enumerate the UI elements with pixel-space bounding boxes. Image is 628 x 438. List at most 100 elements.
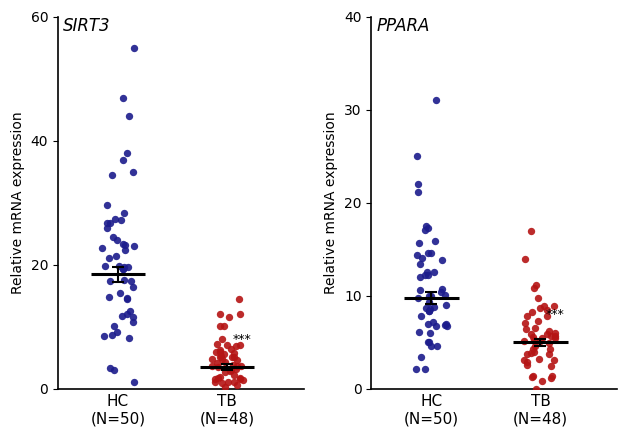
Point	[235, 375, 245, 382]
Point	[232, 362, 242, 369]
Point	[425, 307, 435, 314]
Point	[229, 353, 239, 360]
Point	[425, 298, 435, 305]
Point	[129, 378, 139, 385]
Point	[522, 350, 532, 357]
Point	[528, 373, 538, 380]
Point	[220, 358, 230, 365]
Point	[521, 320, 531, 327]
Point	[215, 353, 225, 360]
Point	[128, 284, 138, 291]
Point	[212, 341, 222, 348]
Point	[222, 341, 232, 348]
Point	[413, 294, 423, 301]
Point	[112, 237, 122, 244]
Point	[225, 367, 236, 374]
Point	[217, 379, 227, 386]
Point	[542, 312, 552, 319]
Point	[119, 210, 129, 217]
Point	[119, 276, 129, 283]
Point	[97, 245, 107, 252]
Point	[526, 227, 536, 234]
Point	[122, 296, 133, 303]
Point	[431, 97, 441, 104]
Point	[122, 150, 132, 157]
Point	[213, 364, 223, 371]
Point	[110, 216, 120, 223]
Point	[413, 188, 423, 195]
Point	[414, 329, 425, 336]
Point	[228, 361, 238, 368]
Point	[207, 363, 217, 370]
Point	[236, 342, 246, 349]
Point	[129, 242, 139, 249]
Point	[215, 349, 225, 356]
Point	[99, 332, 109, 339]
Point	[544, 328, 555, 335]
Point	[420, 272, 430, 279]
Point	[436, 288, 447, 295]
Point	[440, 291, 450, 298]
Point	[416, 313, 426, 320]
Point	[215, 374, 225, 381]
Point	[415, 261, 425, 268]
Point	[122, 311, 133, 318]
Point	[521, 326, 531, 333]
Point	[550, 335, 560, 342]
Point	[213, 374, 223, 381]
Point	[102, 201, 112, 208]
Point	[536, 378, 546, 385]
Point	[111, 252, 121, 259]
Point	[546, 374, 556, 381]
Point	[235, 374, 245, 381]
Point	[425, 329, 435, 336]
Point	[229, 378, 239, 385]
Point	[541, 307, 551, 314]
Point	[222, 378, 232, 385]
Point	[112, 328, 122, 335]
Point	[236, 363, 246, 370]
Point	[414, 273, 425, 280]
Point	[207, 356, 217, 363]
Point	[544, 350, 554, 357]
Point	[109, 322, 119, 329]
Point	[124, 335, 134, 342]
Point	[431, 322, 441, 329]
Point	[549, 303, 559, 310]
Point	[442, 322, 452, 329]
Point	[440, 322, 450, 329]
Point	[547, 372, 557, 379]
Point	[128, 319, 138, 326]
Point	[433, 343, 443, 350]
Point	[215, 322, 225, 329]
Point	[430, 238, 440, 245]
Point	[234, 296, 244, 303]
Point	[216, 352, 226, 359]
Point	[436, 256, 447, 263]
Point	[416, 353, 426, 360]
Point	[118, 265, 128, 272]
Point	[413, 251, 423, 258]
Point	[522, 313, 532, 320]
Point	[215, 310, 225, 317]
Point	[227, 354, 237, 361]
Point	[118, 241, 128, 248]
Point	[217, 336, 227, 343]
Point	[128, 313, 138, 320]
Point	[106, 278, 116, 285]
Point	[116, 216, 126, 223]
Point	[423, 339, 433, 346]
Point	[535, 304, 545, 311]
Point	[225, 368, 235, 375]
Point	[100, 262, 110, 269]
Point	[533, 318, 543, 325]
Point	[122, 264, 133, 271]
Point	[548, 357, 558, 364]
Point	[544, 339, 555, 346]
Point	[411, 366, 421, 373]
Point	[102, 225, 112, 232]
Point	[219, 351, 229, 358]
Point	[127, 168, 138, 175]
Point	[104, 294, 114, 301]
Point	[118, 156, 128, 163]
